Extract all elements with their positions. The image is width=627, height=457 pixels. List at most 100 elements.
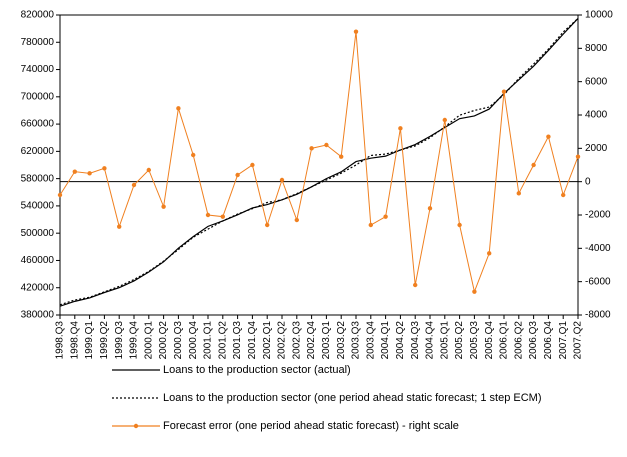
- y-tick-label: 500000: [21, 228, 55, 239]
- y-tick-label: 740000: [21, 64, 55, 75]
- x-tick-label: 2006.Q2: [513, 321, 524, 360]
- point: [161, 204, 166, 209]
- legend-label: Loans to the production sector (actual): [163, 364, 351, 376]
- y2-tick-label: -4000: [585, 243, 611, 254]
- x-tick-label: 1998.Q3: [55, 321, 66, 360]
- x-tick-label: 2004.Q4: [425, 321, 436, 360]
- y2-tick-label: 2000: [585, 143, 608, 154]
- point: [368, 222, 373, 228]
- point: [235, 172, 240, 178]
- point: [575, 154, 581, 159]
- x-tick-label: 2007.Q1: [558, 321, 569, 360]
- x-tick-label: 2005.Q4: [484, 321, 495, 360]
- y2-tick-label: 6000: [585, 76, 608, 87]
- x-tick-label: 2004.Q2: [395, 321, 406, 360]
- x-tick-label: 1999.Q2: [99, 321, 110, 360]
- y-tick-label: 660000: [21, 119, 55, 130]
- point: [546, 134, 551, 139]
- y2-tick-label: -8000: [585, 310, 611, 321]
- point: [531, 162, 536, 168]
- y-tick-label: 540000: [21, 201, 55, 212]
- point: [294, 217, 299, 223]
- point: [279, 177, 285, 183]
- point: [383, 214, 388, 219]
- point: [72, 169, 78, 174]
- y2-tick-label: 8000: [585, 43, 608, 54]
- y-tick-label: 380000: [21, 310, 55, 321]
- point: [457, 222, 462, 228]
- x-tick-label: 2006.Q3: [528, 321, 539, 360]
- point: [413, 282, 418, 288]
- point: [516, 191, 521, 196]
- x-tick-label: 2005.Q2: [454, 321, 465, 360]
- point: [117, 224, 122, 229]
- x-tick-label: 2002.Q4: [306, 321, 317, 360]
- x-tick-label: 2002.Q1: [262, 321, 273, 360]
- y-tick-label: 700000: [21, 91, 55, 102]
- x-tick-label: 2000.Q4: [188, 321, 199, 360]
- point: [205, 212, 211, 218]
- x-tick-label: 2002.Q2: [277, 321, 288, 360]
- y-tick-label: 780000: [21, 37, 55, 48]
- x-tick-label: 2003.Q4: [365, 321, 376, 360]
- x-tick-label: 2006.Q1: [499, 321, 510, 360]
- x-tick-label: 2003.Q3: [351, 321, 362, 360]
- x-tick-label: 2007.Q2: [573, 321, 584, 360]
- x-tick-label: 2003.Q1: [321, 321, 332, 360]
- plot-frame: [59, 14, 579, 316]
- point: [131, 182, 137, 188]
- y-tick-label: 820000: [21, 10, 55, 21]
- point: [250, 162, 255, 168]
- x-tick-label: 2000.Q1: [143, 321, 154, 360]
- x-tick-label: 2001.Q3: [232, 321, 243, 360]
- point: [220, 214, 225, 219]
- x-tick-label: 1999.Q1: [84, 321, 95, 360]
- point: [309, 146, 314, 151]
- x-tick-label: 2003.Q2: [336, 321, 347, 360]
- x-tick-label: 1999.Q4: [129, 321, 140, 360]
- x-tick-label: 2004.Q1: [380, 321, 391, 360]
- legend-label: Loans to the production sector (one peri…: [163, 392, 542, 404]
- point: [339, 154, 344, 159]
- x-tick-label: 2000.Q2: [158, 321, 169, 360]
- legend-label: Forecast error (one period ahead static …: [163, 420, 459, 432]
- y2-tick-label: -6000: [585, 276, 611, 287]
- x-tick-label: 2006.Q4: [543, 321, 554, 360]
- point: [427, 206, 433, 211]
- x-tick-label: 2001.Q1: [203, 321, 214, 360]
- series-line: [59, 31, 579, 294]
- point: [561, 192, 566, 198]
- point: [102, 166, 107, 171]
- point: [324, 142, 329, 148]
- x-tick-label: 2000.Q3: [173, 321, 184, 360]
- y-tick-label: 420000: [21, 282, 55, 293]
- point: [191, 152, 196, 158]
- x-tick-label: 2001.Q4: [247, 321, 258, 360]
- y2-tick-label: -2000: [585, 210, 611, 221]
- point: [87, 171, 92, 176]
- y-tick-label: 460000: [21, 255, 55, 266]
- x-tick-label: 2004.Q3: [410, 321, 421, 360]
- x-tick-label: 1999.Q3: [114, 321, 125, 360]
- point: [353, 29, 359, 34]
- y2-tick-label: 4000: [585, 110, 608, 121]
- y-tick-label: 580000: [21, 173, 55, 184]
- series-line: [59, 17, 579, 306]
- legend-marker: [133, 423, 139, 429]
- y-tick-label: 620000: [21, 146, 55, 157]
- point: [501, 89, 507, 94]
- x-tick-label: 2005.Q1: [439, 321, 450, 360]
- point: [176, 106, 181, 111]
- point: [442, 117, 447, 123]
- point: [265, 222, 270, 228]
- y2-tick-label: 10000: [585, 10, 613, 21]
- x-tick-label: 2002.Q3: [291, 321, 302, 360]
- point: [487, 251, 492, 256]
- point: [398, 126, 403, 131]
- series-line: [59, 17, 579, 307]
- point: [57, 192, 63, 198]
- x-tick-label: 2001.Q2: [217, 321, 228, 360]
- point: [146, 167, 151, 173]
- y2-tick-label: 0: [585, 176, 591, 187]
